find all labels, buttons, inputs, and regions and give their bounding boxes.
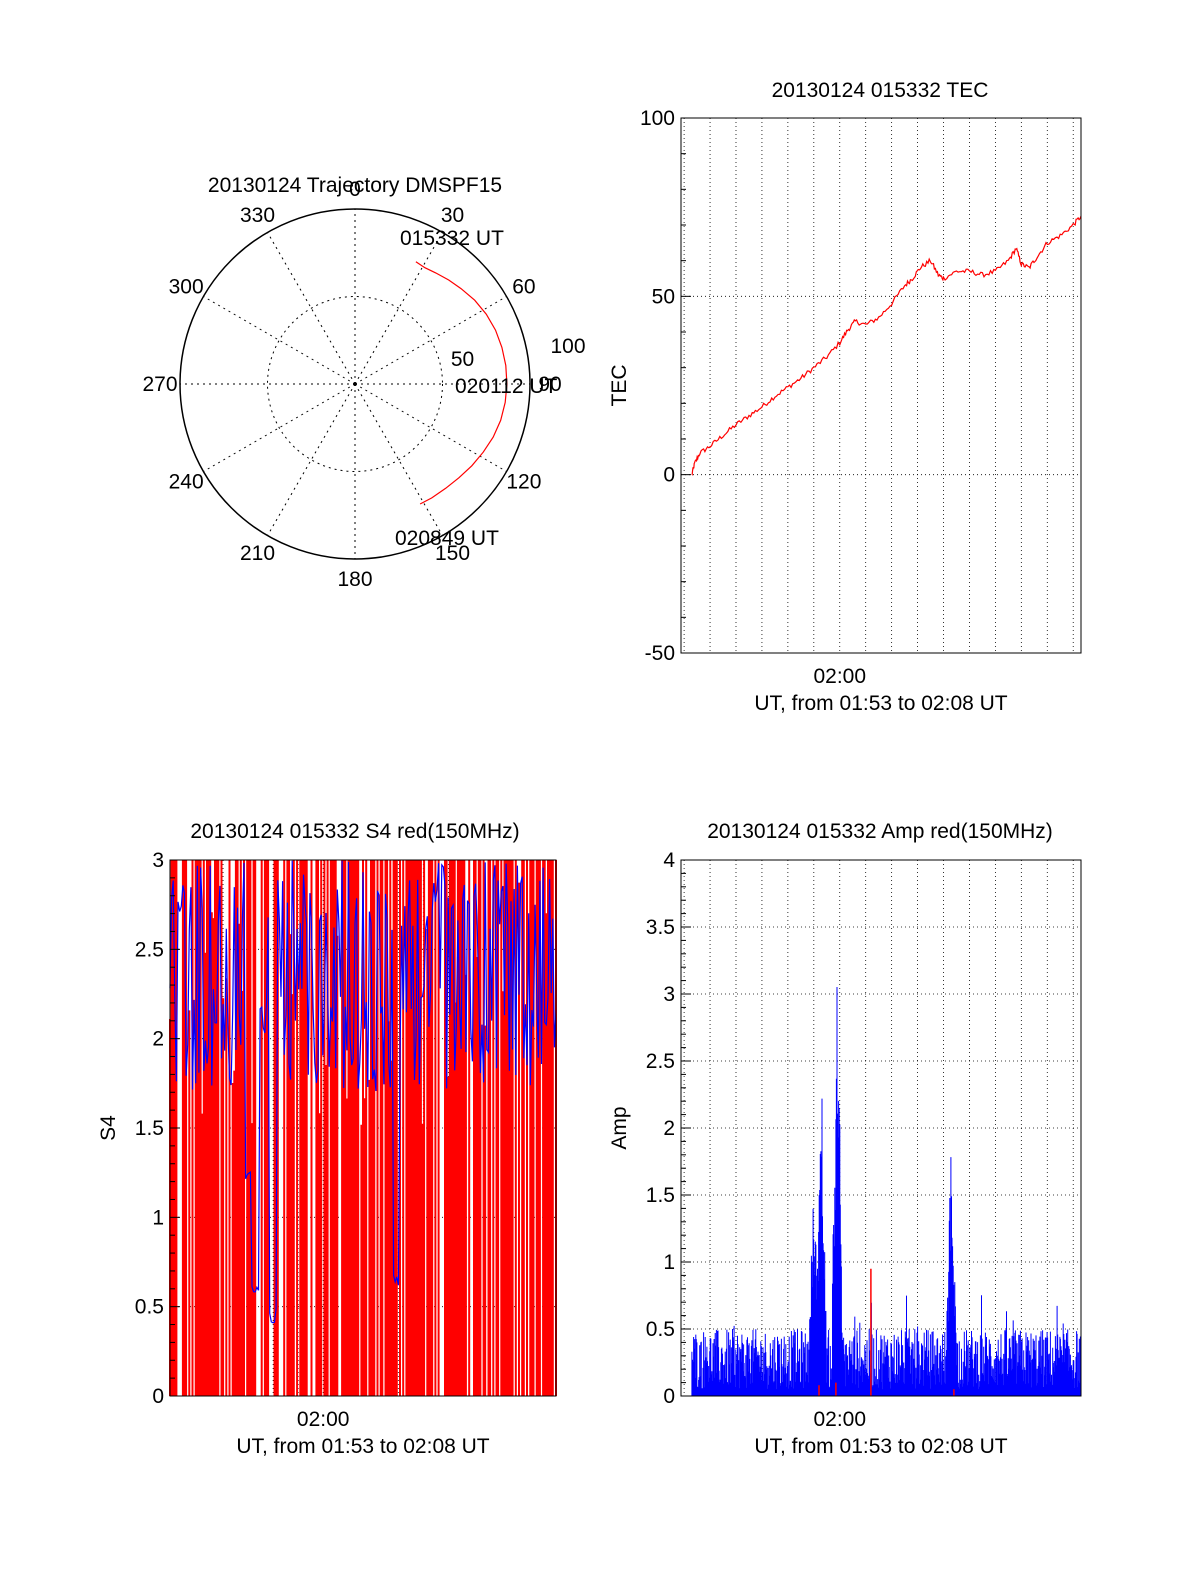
azimuth-label: 330 [240, 204, 275, 227]
amp-plot: 20130124 015332 Amp red(150MHz) 0 0.5 1 1.5… [608, 820, 1082, 1458]
azimuth-label: 120 [506, 471, 541, 494]
azimuth-label: 240 [169, 471, 204, 494]
polar-spoke [203, 296, 356, 385]
radial-label: 100 [550, 335, 585, 358]
y-tick-label: -50 [645, 642, 675, 665]
y-tick-label: 100 [640, 107, 675, 130]
azimuth-label: 30 [441, 204, 464, 227]
tec-grid [681, 117, 1081, 654]
azimuth-label: 150 [435, 542, 470, 565]
s4-y-label: S4 [97, 1115, 120, 1141]
x-tick-label: 02:00 [813, 1408, 866, 1431]
tec-title: 20130124 015332 TEC [772, 79, 989, 102]
s4-blue-series [169, 860, 557, 1324]
x-tick-label: 02:00 [297, 1408, 350, 1431]
polar-grid [179, 208, 531, 560]
trajectory-start-label: 015332 UT [400, 227, 504, 250]
y-tick-label: 2 [152, 1028, 164, 1051]
radial-label: 50 [451, 348, 474, 371]
amp-y-ticks: 0 0.5 1 1.5 2 2.5 3 3.5 4 [646, 849, 691, 1408]
x-tick-label: 02:00 [813, 665, 866, 688]
azimuth-label: 90 [538, 373, 561, 396]
amp-grid [681, 859, 1081, 1397]
s4-x-ticks: 02:00 [297, 1408, 350, 1431]
polar-azimuth-labels: 0 30 60 90 120 150 180 210 240 270 300 330 [142, 178, 561, 591]
amp-y-label: Amp [608, 1106, 631, 1149]
polar-spoke [267, 383, 356, 536]
y-tick-label: 1.5 [135, 1117, 164, 1140]
amp-red-series [818, 1268, 955, 1396]
s4-title: 20130124 015332 S4 red(150MHz) [190, 820, 519, 843]
azimuth-label: 0 [349, 178, 361, 201]
azimuth-label: 300 [169, 276, 204, 299]
trajectory-mid-label: 020112 UT [455, 375, 558, 398]
azimuth-label: 60 [512, 276, 535, 299]
trajectory-end-label: 020849 UT [395, 527, 499, 550]
y-tick-label: 2.5 [135, 938, 164, 961]
tec-x-ticks: 02:00 [813, 665, 866, 688]
tec-y-label: TEC [608, 365, 631, 407]
y-tick-label: 2 [663, 1117, 675, 1140]
azimuth-label: 210 [240, 542, 275, 565]
amp-x-label: UT, from 01:53 to 02:08 UT [754, 1435, 1007, 1458]
amp-blue-series [691, 987, 1082, 1396]
y-tick-label: 2.5 [646, 1050, 675, 1073]
tec-frame [680, 117, 1082, 654]
y-tick-label: 50 [652, 285, 675, 308]
y-tick-label: 1 [152, 1206, 164, 1229]
trajectory-line [415, 261, 508, 505]
tec-y-ticks: -50 0 50 100 [640, 107, 691, 665]
y-tick-label: 0 [663, 1385, 675, 1408]
y-tick-label: 1.5 [646, 1184, 675, 1207]
y-tick-label: 0.5 [646, 1318, 675, 1341]
polar-spoke [354, 296, 507, 385]
polar-radial-labels: 50 100 [451, 335, 586, 371]
y-tick-label: 4 [663, 849, 675, 872]
s4-plot: 20130124 015332 S4 red(150MHz) 0 0.5 1 1.5 2… [97, 820, 557, 1458]
polar-spoke [203, 383, 356, 472]
polar-trajectory-plot: 20130124 Trajectory DMSPF15 0 30 60 90 120 15… [142, 174, 585, 591]
tec-x-label: UT, from 01:53 to 02:08 UT [754, 692, 1007, 715]
polar-spoke [354, 383, 443, 536]
azimuth-label: 270 [142, 373, 177, 396]
polar-spoke [354, 383, 507, 472]
amp-x-ticks: 02:00 [813, 1408, 866, 1431]
y-tick-label: 1 [663, 1251, 675, 1274]
polar-inner-ring [267, 296, 443, 472]
polar-spoke [267, 232, 356, 385]
y-tick-label: 0.5 [135, 1296, 164, 1319]
y-tick-label: 3.5 [646, 916, 675, 939]
polar-title: 20130124 Trajectory DMSPF15 [208, 174, 502, 197]
y-tick-label: 0 [152, 1385, 164, 1408]
s4-x-label: UT, from 01:53 to 02:08 UT [236, 1435, 489, 1458]
amp-title: 20130124 015332 Amp red(150MHz) [707, 820, 1053, 843]
s4-y-ticks: 0 0.5 1 1.5 2 2.5 3 [135, 849, 180, 1408]
tec-series-line [691, 215, 1082, 476]
y-tick-label: 0 [663, 464, 675, 487]
azimuth-label: 180 [337, 568, 372, 591]
y-tick-label: 3 [663, 983, 675, 1006]
y-tick-label: 3 [152, 849, 164, 872]
polar-spoke [354, 232, 443, 385]
